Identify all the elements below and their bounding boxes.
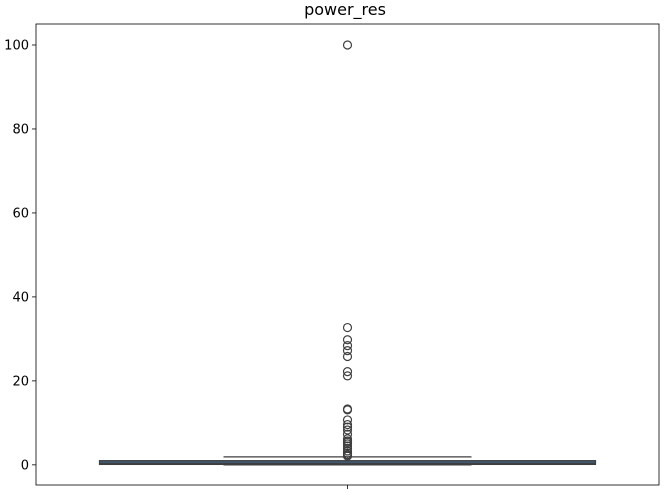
- y-tick-label: 100: [4, 38, 29, 53]
- iqr-box: [98, 460, 597, 466]
- chart-title: power_res: [304, 0, 386, 20]
- outlier-point: [342, 441, 353, 451]
- outlier-point: [342, 335, 353, 345]
- outlier-point: [342, 451, 353, 461]
- outlier-point: [342, 346, 353, 356]
- y-tick-label: 20: [12, 374, 29, 389]
- y-tick-label: 0: [21, 458, 29, 473]
- outlier-point: [342, 322, 353, 333]
- y-axis: 0 20 40 60 80 100: [4, 38, 36, 473]
- y-tick-label: 60: [12, 206, 29, 221]
- y-tick-label: 80: [12, 122, 29, 137]
- outlier-point: [342, 415, 353, 425]
- box: [98, 460, 597, 466]
- outlier-point: [342, 419, 353, 430]
- y-tick-label: 40: [12, 290, 29, 305]
- outlier-point: [342, 351, 353, 362]
- outlier-point: [342, 371, 353, 381]
- outlier-point: [342, 40, 353, 50]
- outlier-point: [342, 425, 353, 435]
- outlier-point: [342, 422, 353, 432]
- outlier-point: [342, 405, 353, 415]
- outlier-points: [342, 40, 353, 461]
- outlier-point: [342, 367, 353, 377]
- outlier-point: [342, 341, 353, 351]
